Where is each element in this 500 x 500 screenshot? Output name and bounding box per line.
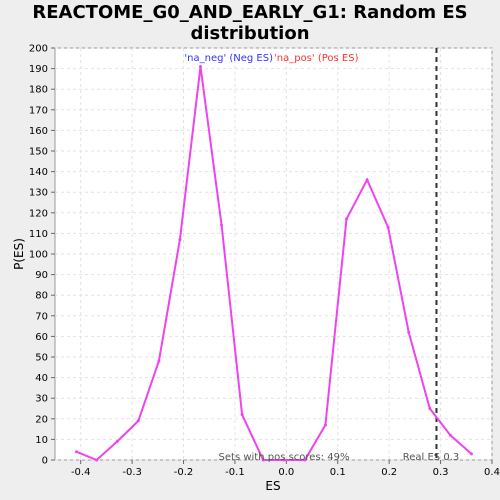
legend-pos-label: 'na_pos' (Pos ES)	[274, 53, 359, 64]
y-tick-label: 50	[35, 353, 48, 364]
data-point	[136, 419, 140, 423]
data-points	[75, 65, 473, 462]
y-tick-label: 110	[29, 229, 48, 240]
data-point	[407, 330, 411, 334]
y-tick-label: 190	[29, 64, 48, 75]
real-es-label: Real ES 0.3	[403, 452, 459, 463]
chart-title: REACTOME_G0_AND_EARLY_G1: Random ES dist…	[0, 2, 500, 44]
x-axis-label: ES	[265, 479, 280, 493]
data-point	[240, 413, 244, 417]
data-point	[157, 359, 161, 363]
y-tick-label: 100	[29, 250, 48, 261]
chart-title-line-1: REACTOME_G0_AND_EARLY_G1: Random ES	[32, 2, 468, 23]
data-point	[115, 439, 119, 443]
y-tick-label: 90	[35, 270, 48, 281]
data-point	[282, 458, 286, 462]
data-point	[345, 217, 349, 221]
x-tick-label: 0.4	[484, 467, 500, 478]
y-axis-label: P(ES)	[12, 238, 26, 270]
series-line	[76, 66, 473, 462]
x-tick-label: -0.4	[71, 467, 91, 478]
data-point	[448, 433, 452, 437]
y-tick-label: 70	[35, 311, 48, 322]
data-point	[323, 423, 327, 427]
y-tick-label: 200	[29, 44, 48, 55]
data-point	[386, 225, 390, 229]
legend-neg-label: 'na_neg' (Neg ES)	[184, 53, 273, 64]
data-point	[428, 407, 432, 410]
x-tick-label: 0.3	[433, 467, 449, 478]
y-tick-label: 10	[35, 435, 48, 446]
x-tick-label: 0.2	[381, 467, 397, 478]
data-point	[75, 450, 79, 454]
data-point	[95, 458, 99, 462]
y-tick-label: 80	[35, 291, 48, 302]
x-tick-label: 0.1	[330, 467, 346, 478]
y-tick-label: 40	[35, 373, 48, 384]
data-point	[220, 223, 224, 227]
y-tick-label: 170	[29, 105, 48, 116]
data-point	[178, 238, 182, 242]
data-point	[365, 178, 369, 182]
y-tick-label: 60	[35, 332, 48, 343]
x-tick-label: -0.1	[225, 467, 245, 478]
y-tick-label: 180	[29, 85, 48, 96]
sets-with-pos-scores-annotation: Sets with pos scores: 49%	[219, 452, 350, 463]
grid	[55, 47, 493, 461]
chart-title-line-2: distribution	[190, 23, 310, 44]
x-axis-ticks: -0.4 -0.3 -0.2 -0.1 0.0 0.1 0.2 0.3 0.4	[71, 460, 500, 478]
y-tick-label: 150	[29, 147, 48, 158]
x-tick-label: -0.3	[122, 467, 142, 478]
data-point	[198, 65, 202, 69]
data-point	[303, 458, 307, 462]
y-tick-label: 20	[35, 414, 48, 425]
y-tick-label: 0	[42, 456, 48, 467]
y-tick-label: 30	[35, 394, 48, 405]
y-tick-label: 130	[29, 188, 48, 199]
data-point	[469, 452, 473, 456]
x-tick-label: 0.0	[278, 467, 294, 478]
y-tick-label: 120	[29, 208, 48, 219]
x-tick-label: -0.2	[174, 467, 194, 478]
y-tick-label: 160	[29, 126, 48, 137]
y-tick-label: 140	[29, 167, 48, 178]
y-axis-ticks: 0 10 20 30 40 50 60 70 80 90 100 110 120 130 140 150 160…	[29, 44, 55, 467]
data-point	[261, 458, 265, 462]
